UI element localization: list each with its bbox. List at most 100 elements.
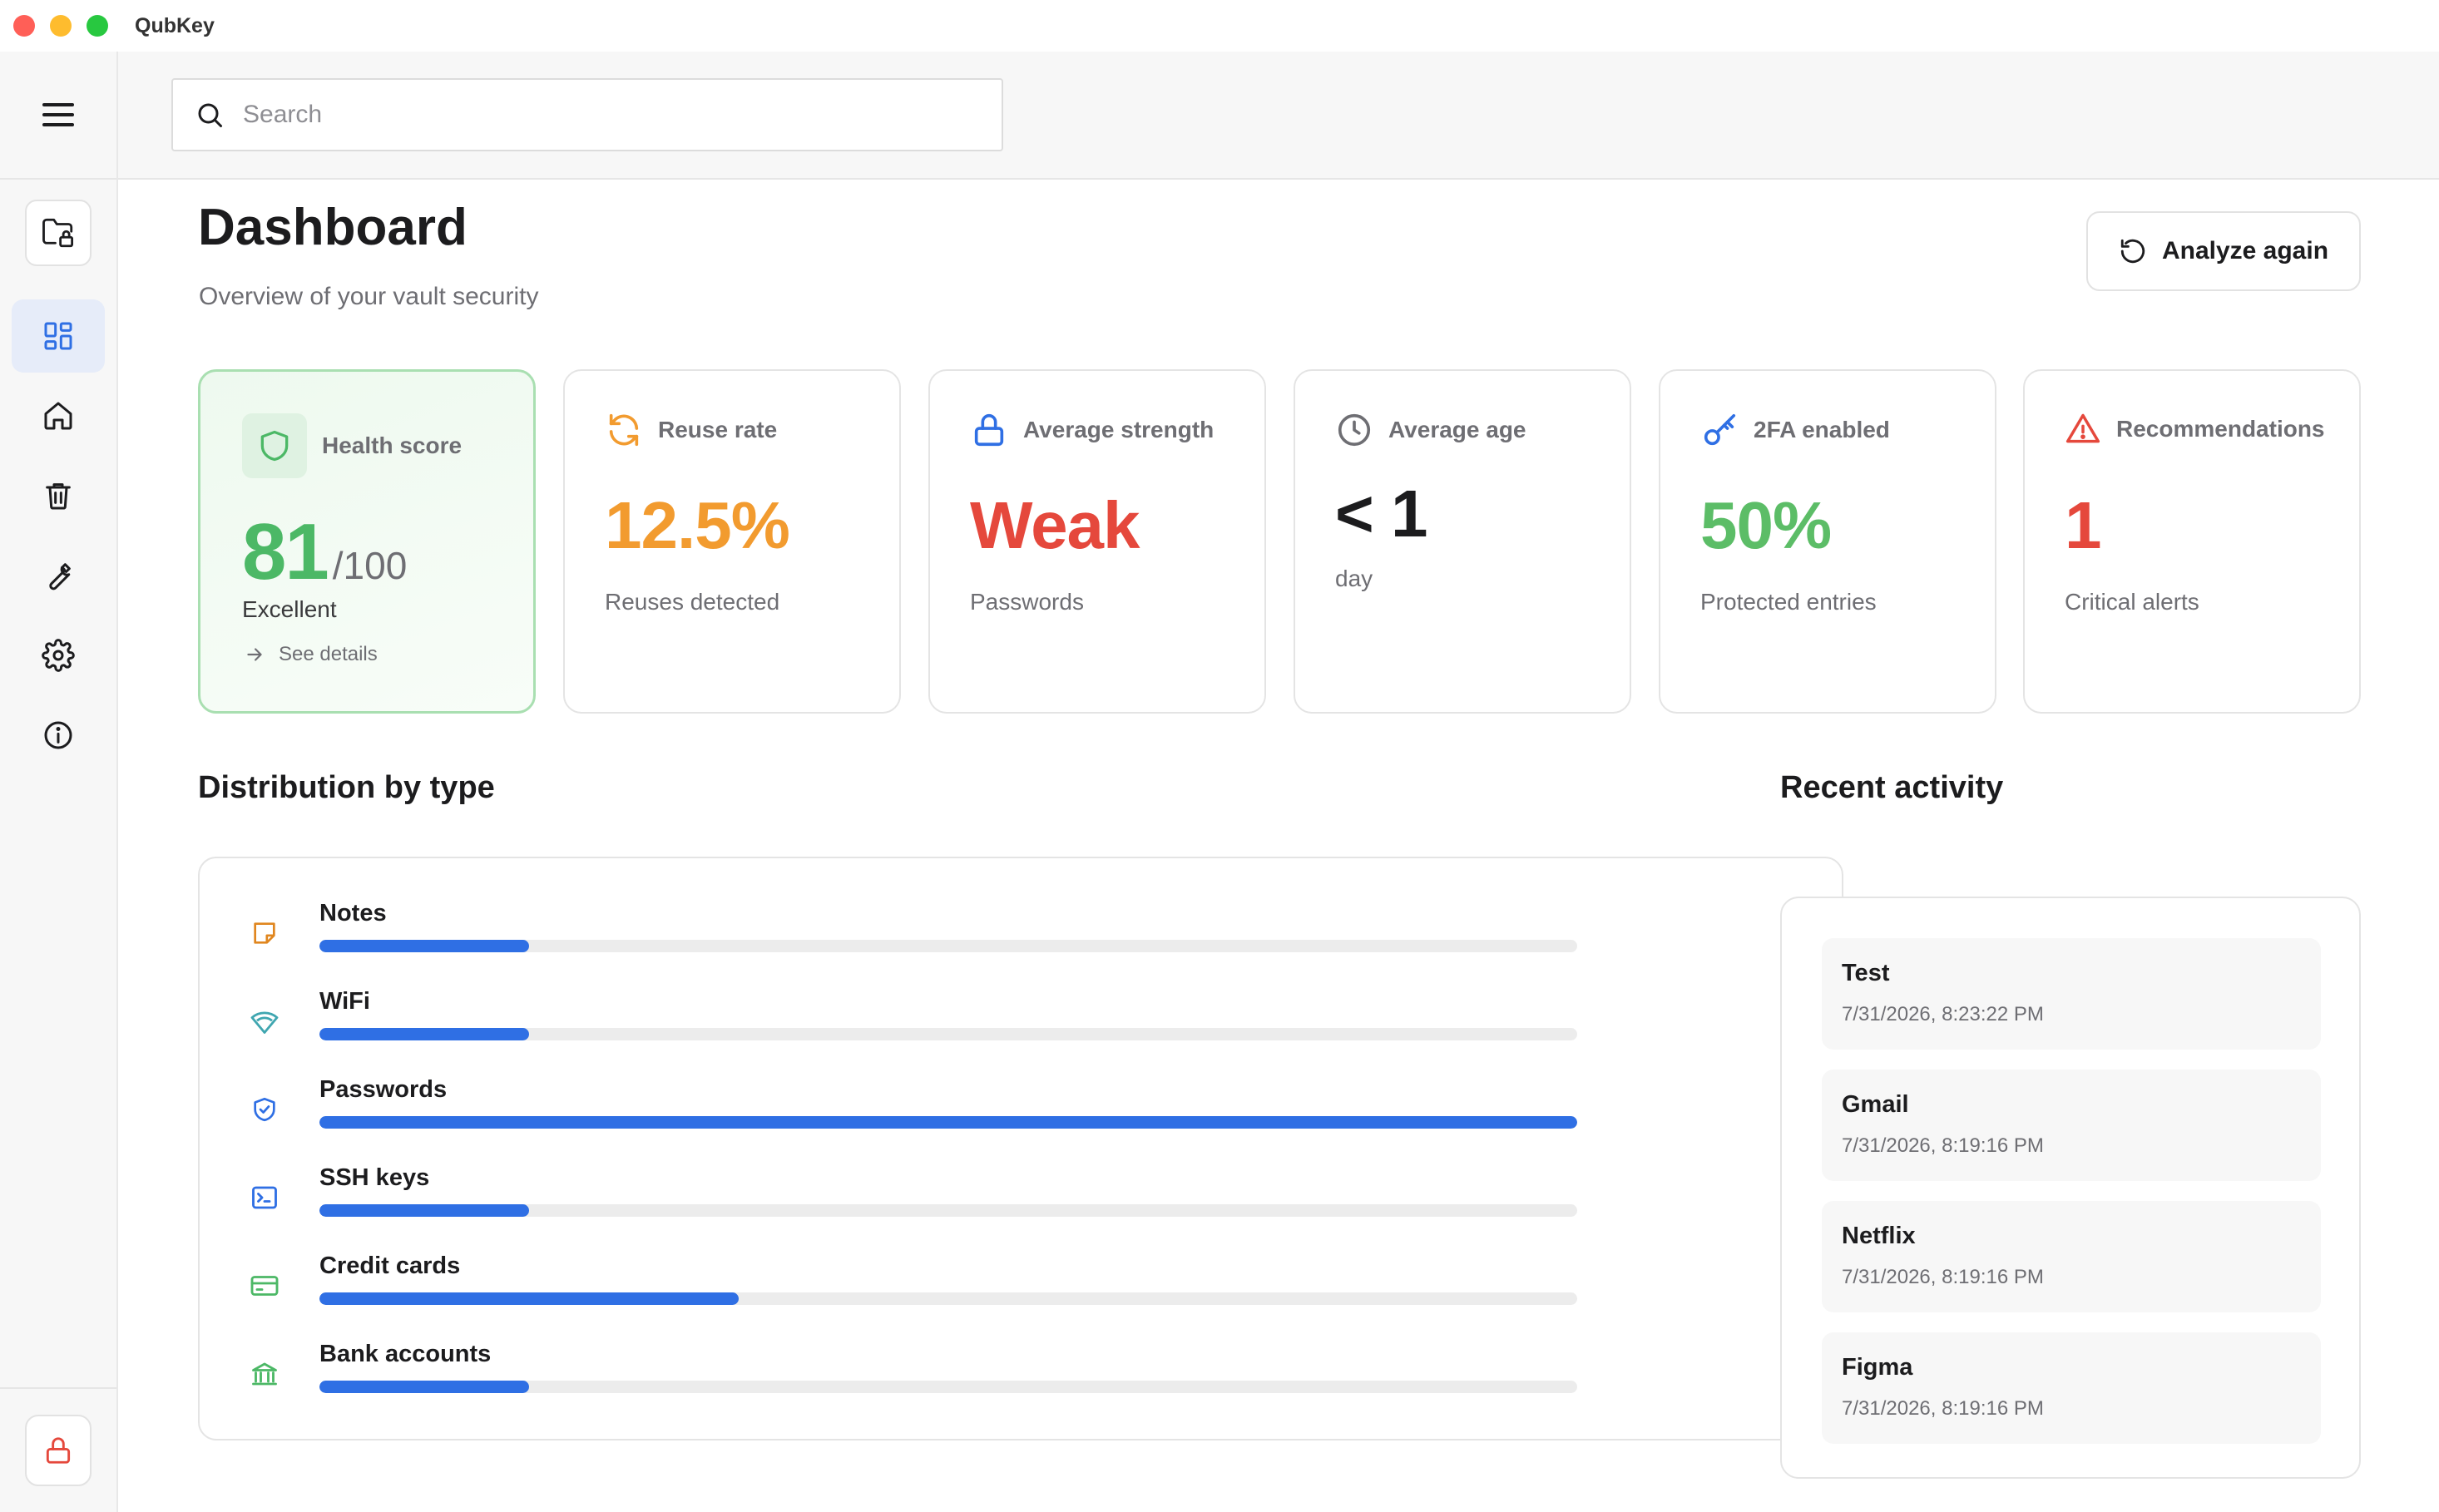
dist-label: Notes — [319, 900, 387, 926]
search-box[interactable] — [171, 78, 1003, 151]
lock-icon — [46, 1437, 71, 1464]
recommendations-sub: Critical alerts — [2065, 589, 2199, 615]
strength-card-header: Average strength — [970, 411, 1214, 449]
twofa-card: 2FA enabled 50% Protected entries — [1659, 369, 1996, 714]
dist-row-wifi: WiFi 1 — [200, 988, 1845, 1076]
recommendations-value: 1 — [2065, 488, 2101, 562]
activity-time: 7/31/2026, 8:19:16 PM — [1842, 1134, 2044, 1157]
page-title: Dashboard — [198, 199, 468, 256]
dist-row-passwords: Passwords 6 — [200, 1076, 1845, 1164]
top-bar — [118, 52, 2439, 180]
recent-activity-title: Recent activity — [1780, 770, 2004, 805]
average-age-sub: day — [1335, 566, 1373, 591]
reuse-rate-card: Reuse rate 12.5% Reuses detected — [563, 369, 901, 714]
minimize-window-button[interactable] — [50, 15, 72, 37]
dist-row-notes: Notes 1 — [200, 900, 1845, 988]
gear-icon — [42, 639, 75, 672]
dist-bar-track — [319, 1028, 1577, 1040]
average-strength-value: Weak — [970, 488, 1140, 562]
dist-row-bank-accounts: Bank accounts 1 — [200, 1341, 1845, 1429]
close-window-button[interactable] — [13, 15, 35, 37]
activity-name: Test — [1842, 960, 1890, 986]
window-controls — [13, 15, 108, 37]
note-icon — [248, 917, 281, 950]
dist-bar-fill — [319, 1116, 1577, 1129]
dist-label: WiFi — [319, 988, 370, 1015]
sidebar-item-home[interactable] — [12, 379, 105, 452]
dist-bar-fill — [319, 1381, 529, 1393]
sidebar-nav — [12, 299, 105, 778]
recs-card-header: Recommendations — [2065, 411, 2325, 447]
dist-bar-track — [319, 1292, 1577, 1305]
credit-card-icon — [248, 1269, 281, 1302]
dist-bar-track — [319, 1381, 1577, 1393]
recommendations-label: Recommendations — [2116, 416, 2325, 442]
recommendations-card: Recommendations 1 Critical alerts — [2023, 369, 2361, 714]
see-details-label: See details — [279, 643, 378, 665]
dist-label: Bank accounts — [319, 1341, 492, 1367]
app-title: QubKey — [135, 13, 215, 37]
sidebar-footer — [0, 1387, 116, 1512]
activity-time: 7/31/2026, 8:19:16 PM — [1842, 1397, 2044, 1420]
dist-label: Credit cards — [319, 1253, 461, 1279]
sidebar-item-trash[interactable] — [12, 459, 105, 532]
dist-label: Passwords — [319, 1076, 448, 1103]
vault-folder-button[interactable] — [25, 200, 92, 266]
dist-bar-track — [319, 1204, 1577, 1217]
average-strength-label: Average strength — [1023, 417, 1215, 442]
page-subtitle: Overview of your vault security — [199, 283, 539, 310]
see-details-link[interactable]: See details — [244, 643, 378, 666]
title-bar: QubKey — [0, 0, 2439, 52]
health-card-header: Health score — [242, 413, 462, 478]
shield-icon — [260, 430, 289, 462]
dist-label: SSH keys — [319, 1164, 430, 1191]
activity-name: Figma — [1842, 1354, 1913, 1381]
sidebar-item-dashboard[interactable] — [12, 299, 105, 373]
reuse-rate-label: Reuse rate — [658, 417, 778, 442]
health-score-max: /100 — [332, 544, 408, 587]
zoom-window-button[interactable] — [87, 15, 108, 37]
health-icon-box — [242, 413, 307, 478]
sidebar — [0, 52, 118, 1512]
activity-item[interactable]: Test 7/31/2026, 8:23:22 PM — [1822, 938, 2321, 1050]
search-input[interactable] — [243, 101, 975, 129]
search-icon — [198, 103, 222, 127]
wrench-icon — [49, 563, 71, 590]
sidebar-item-settings[interactable] — [12, 619, 105, 692]
activity-item[interactable]: Figma 7/31/2026, 8:19:16 PM — [1822, 1332, 2321, 1444]
health-score-card[interactable]: Health score 81 /100 Excellent See detai… — [198, 369, 536, 714]
lock-vault-button[interactable] — [25, 1415, 92, 1486]
distribution-card: Notes 1 WiFi 1 Passwords 6 — [198, 857, 1843, 1440]
activity-item[interactable]: Gmail 7/31/2026, 8:19:16 PM — [1822, 1070, 2321, 1181]
health-score-value: 81 /100 — [242, 506, 407, 598]
trash-icon — [46, 483, 71, 510]
sidebar-item-about[interactable] — [12, 699, 105, 772]
key-icon — [1704, 413, 1736, 446]
dist-row-credit-cards: Credit cards 2 — [200, 1253, 1845, 1341]
dist-bar-track — [319, 940, 1577, 952]
dashboard-icon — [44, 322, 72, 350]
stat-cards: Health score 81 /100 Excellent See detai… — [198, 369, 2361, 714]
activity-item[interactable]: Netflix 7/31/2026, 8:19:16 PM — [1822, 1201, 2321, 1312]
analyze-again-label: Analyze again — [2161, 237, 2329, 264]
dist-bar-fill — [319, 1292, 739, 1305]
warning-icon — [2065, 413, 2100, 443]
sidebar-item-tools[interactable] — [12, 539, 105, 612]
twofa-label: 2FA enabled — [1754, 417, 1890, 442]
shield-check-icon — [248, 1093, 281, 1126]
wifi-icon — [248, 1005, 281, 1038]
activity-name: Netflix — [1842, 1223, 1916, 1249]
menu-icon[interactable] — [42, 103, 74, 126]
analyze-again-button[interactable]: Analyze again — [2086, 211, 2361, 291]
refresh-icon — [2120, 239, 2145, 264]
main-content: Dashboard Overview of your vault securit… — [118, 180, 2439, 1512]
average-age-label: Average age — [1388, 417, 1526, 442]
activity-time: 7/31/2026, 8:23:22 PM — [1842, 1003, 2044, 1025]
age-card-header: Average age — [1335, 411, 1526, 449]
info-icon — [44, 721, 72, 749]
twofa-value: 50% — [1700, 488, 1832, 562]
dist-bar-fill — [319, 1028, 529, 1040]
sync-icon — [609, 413, 639, 447]
dist-bar-fill — [319, 940, 529, 952]
twofa-sub: Protected entries — [1700, 589, 1877, 615]
